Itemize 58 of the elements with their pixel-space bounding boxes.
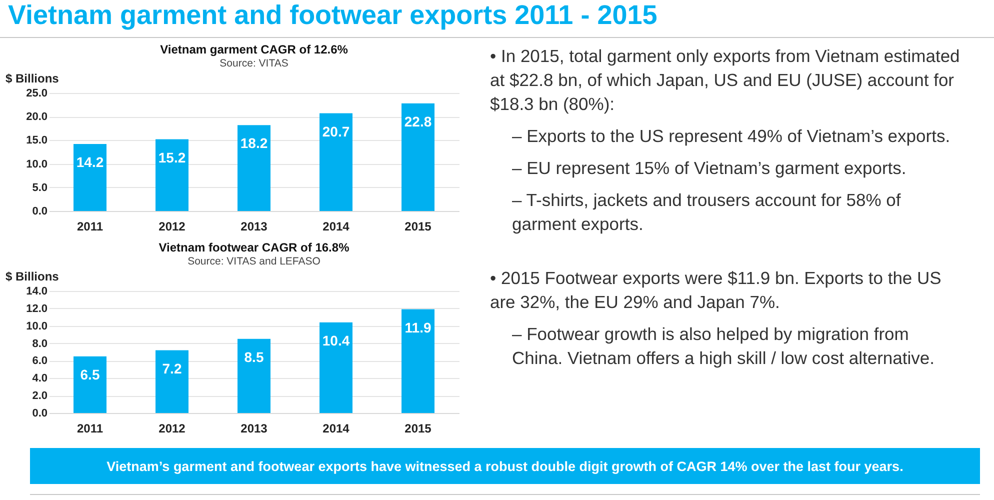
y-tick-label: 8.0 <box>32 338 48 350</box>
data-label: 10.4 <box>322 332 350 348</box>
x-tick-label: 2012 <box>158 422 186 436</box>
data-label: 15.2 <box>158 149 186 166</box>
y-tick-label: 20.0 <box>26 111 48 124</box>
y-tick-label: 6.0 <box>32 355 48 368</box>
text: Vietnam garment and footwear exports 2011 - 2015 <box>8 0 658 31</box>
text: – T-shirts, jackets and trousers account for 58% of garment exports. <box>511 189 902 236</box>
y-tick-label: 15.0 <box>26 134 48 147</box>
y-tick-label: 4.0 <box>32 372 48 385</box>
data-label: 14.2 <box>76 154 104 170</box>
x-tick-label: 2014 <box>322 422 350 436</box>
text: – Footwear growth is also helped by migration from China. Vietnam offers a high skill / low cost alternative. <box>511 323 936 370</box>
x-tick-label: 2012 <box>158 220 186 234</box>
x-tick-label: 2011 <box>76 220 104 234</box>
bar <box>156 350 188 413</box>
data-label: 8.5 <box>244 348 264 365</box>
y-tick-label: 14.0 <box>26 286 48 298</box>
text: – EU represent 15% of Vietnam’s garment exports. <box>511 157 908 180</box>
text: – Exports to the US represent 49% of Vietnam’s exports. <box>511 125 952 148</box>
data-label: 18.2 <box>240 135 268 152</box>
x-tick-label: 2011 <box>76 422 104 436</box>
data-label: 20.7 <box>322 123 350 140</box>
bar <box>402 103 434 211</box>
data-label: 22.8 <box>404 113 432 130</box>
bar <box>238 125 270 211</box>
x-tick-label: 2013 <box>240 422 268 436</box>
y-tick-label: 10.0 <box>26 158 48 170</box>
bar <box>74 356 106 413</box>
bar <box>320 113 352 211</box>
y-tick-label: 5.0 <box>32 182 48 194</box>
chart-subtitle: Source: VITAS and LEFASO <box>188 256 320 268</box>
x-tick-label: 2013 <box>240 220 268 234</box>
bar <box>74 144 106 211</box>
text: Vietnam’s garment and footwear exports have witnessed a robust double digit growth of CAGR 14% over the last four years. <box>30 448 980 484</box>
x-tick-label: 2015 <box>404 422 432 436</box>
text: • In 2015, total garment only exports from Vietnam estimated at $22.8 bn, of which Japan, US and EU (JUSE) account for $18.3 bn (80%): <box>490 45 960 116</box>
y-tick-label: 12.0 <box>26 302 48 315</box>
x-tick-label: 2015 <box>404 220 432 234</box>
y-tick-label: 25.0 <box>26 88 48 100</box>
bar <box>156 139 188 211</box>
chart-title: Vietnam garment CAGR of 12.6% <box>160 42 348 56</box>
text: • 2015 Footwear exports were $11.9 bn. Exports to the US are 32%, the EU 29% and Japan 7%. <box>490 267 942 314</box>
bar <box>402 309 434 413</box>
x-tick-label: 2014 <box>322 220 350 234</box>
chart-title: Vietnam footwear CAGR of 16.8% <box>158 240 350 254</box>
y-tick-label: 0.0 <box>32 206 48 218</box>
y-tick-label: 2.0 <box>32 390 48 402</box>
y-tick-label: 0.0 <box>32 408 48 420</box>
bar <box>320 322 352 413</box>
y-axis-title: $ Billions <box>6 270 60 284</box>
chart-subtitle: Source: VITAS <box>220 58 288 70</box>
bar <box>238 338 270 413</box>
y-axis-title: $ Billions <box>6 72 60 86</box>
y-tick-label: 10.0 <box>26 320 48 332</box>
data-label: 11.9 <box>404 319 432 336</box>
data-label: 7.2 <box>162 360 182 376</box>
data-label: 6.5 <box>80 366 100 382</box>
